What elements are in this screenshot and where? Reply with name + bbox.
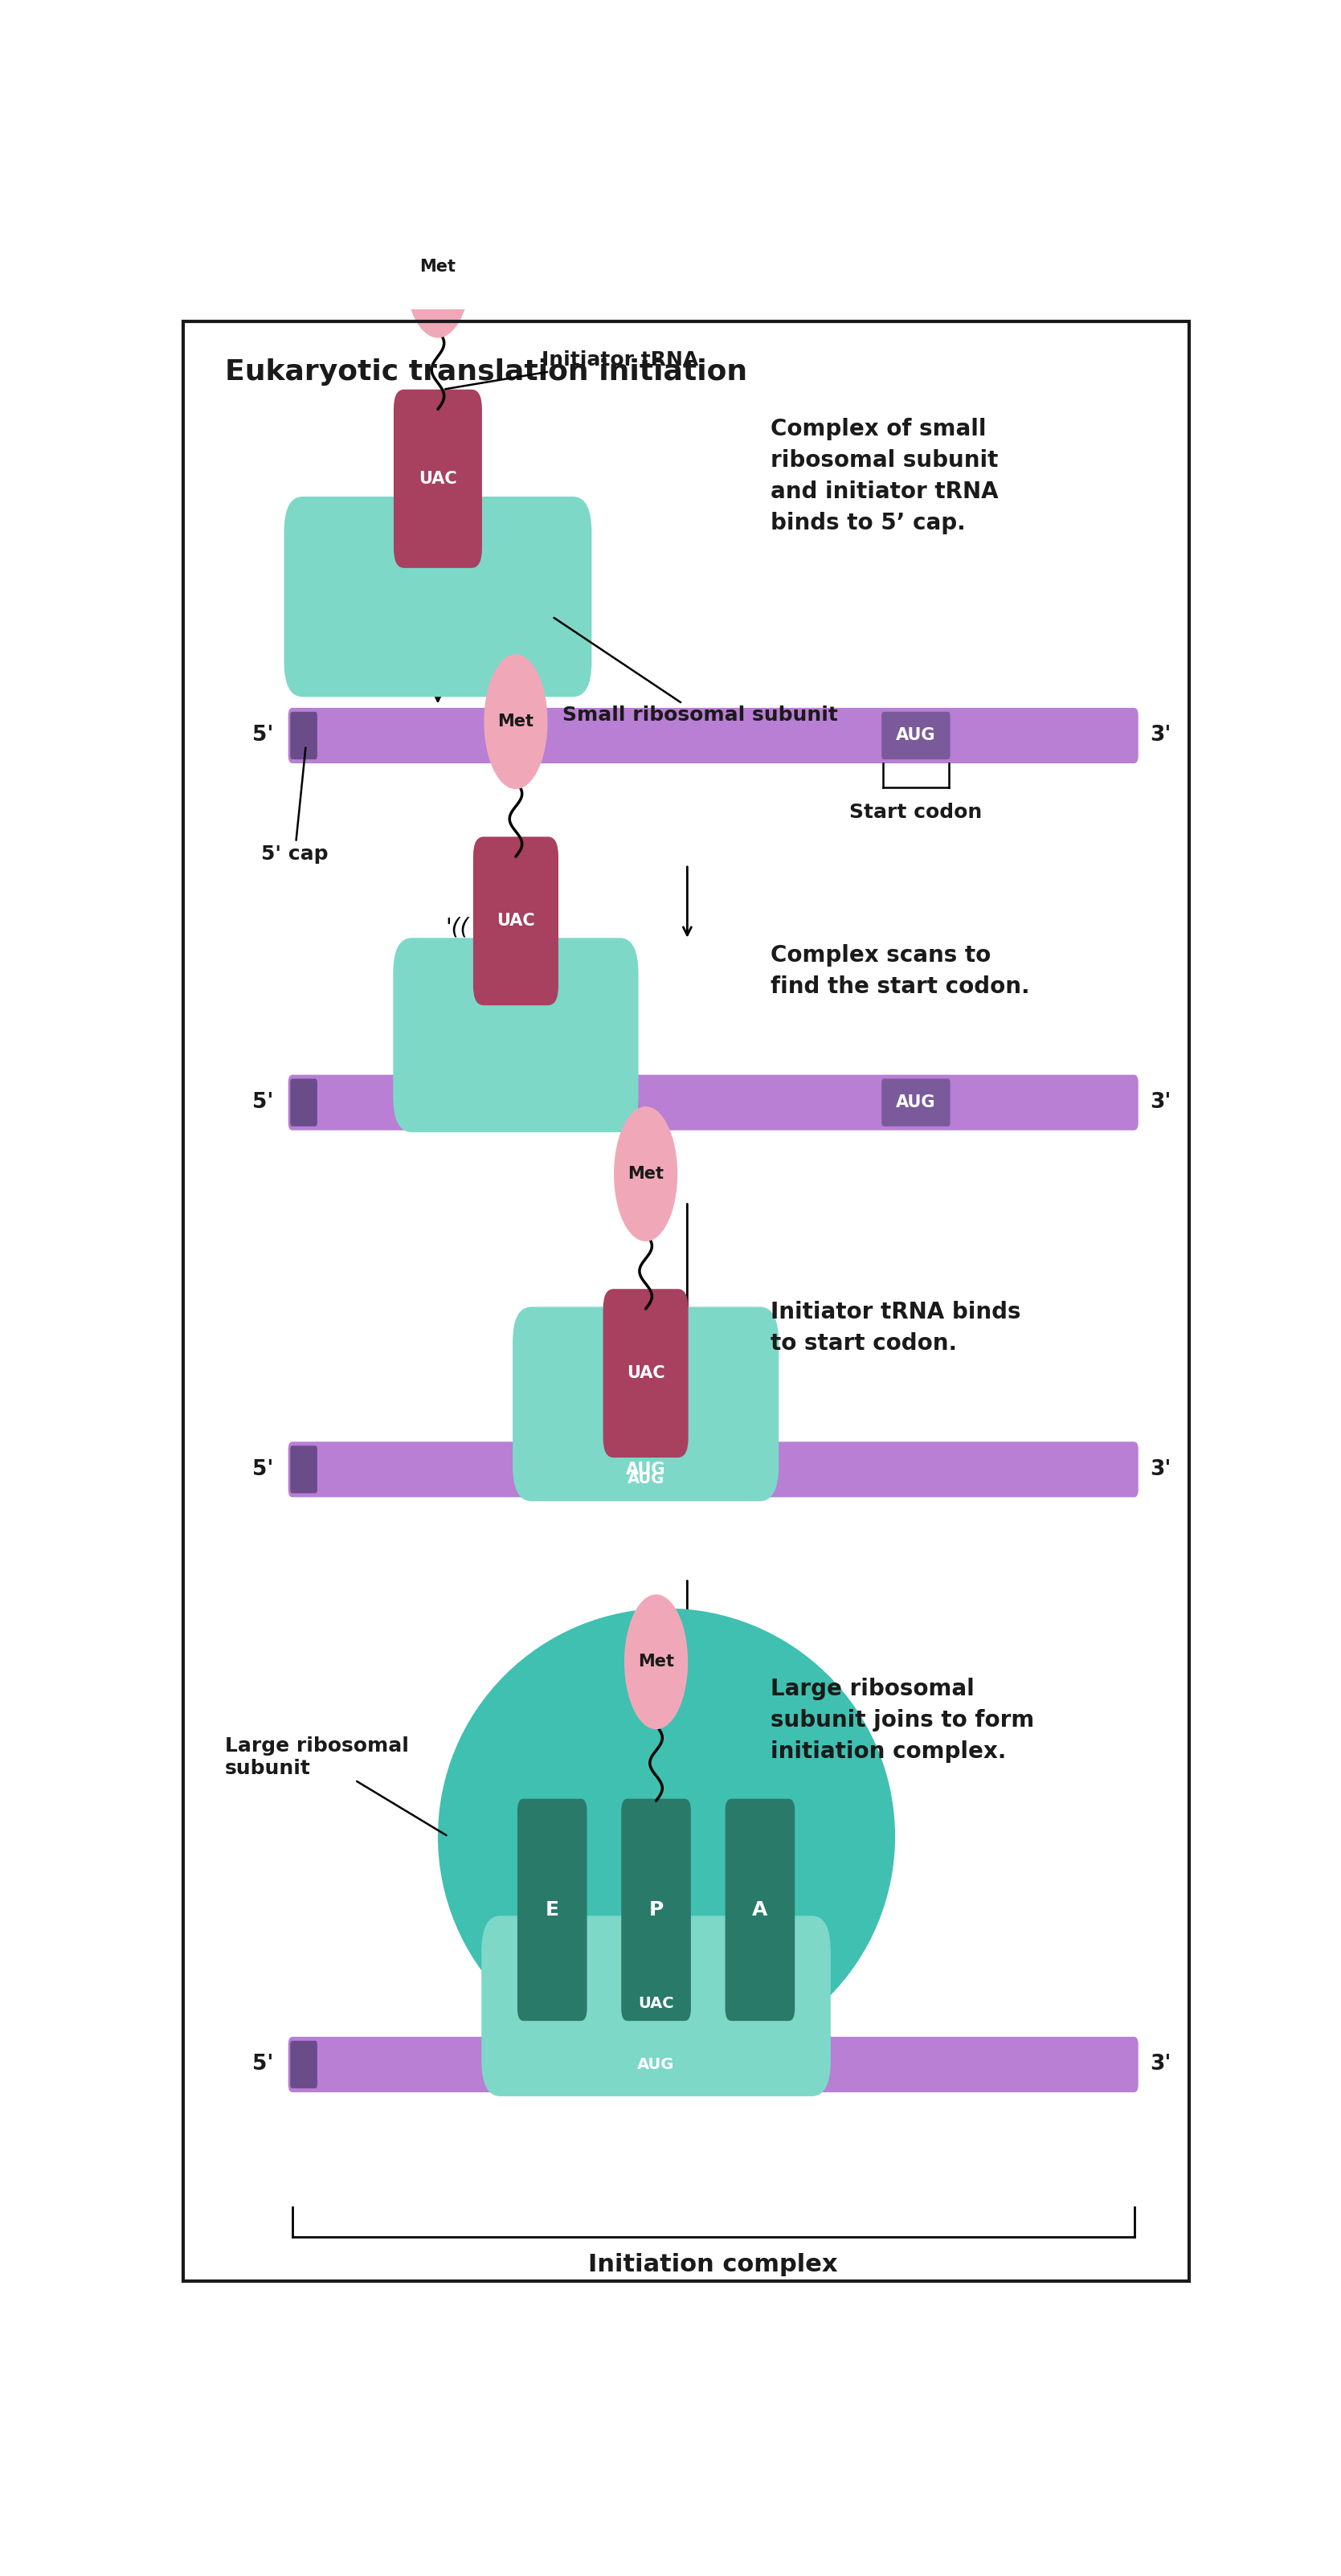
FancyBboxPatch shape [288, 708, 1139, 762]
FancyBboxPatch shape [290, 1445, 318, 1494]
Text: Initiator tRNA: Initiator tRNA [445, 350, 699, 389]
Ellipse shape [404, 196, 472, 337]
Text: Met: Met [628, 1167, 664, 1182]
FancyBboxPatch shape [288, 1443, 1139, 1497]
FancyBboxPatch shape [290, 711, 318, 760]
Ellipse shape [484, 654, 547, 788]
Text: Small ribosomal subunit: Small ribosomal subunit [554, 618, 838, 724]
Text: 5': 5' [252, 1458, 274, 1481]
FancyBboxPatch shape [518, 1798, 587, 2022]
Text: AUG: AUG [636, 2056, 676, 2074]
Text: Large ribosomal
subunit: Large ribosomal subunit [225, 1736, 447, 1834]
FancyBboxPatch shape [481, 1917, 830, 2097]
FancyBboxPatch shape [725, 1798, 795, 2022]
Text: Met: Met [638, 1654, 675, 1669]
FancyBboxPatch shape [393, 938, 638, 1133]
Text: Eukaryotic translation initiation: Eukaryotic translation initiation [225, 358, 747, 386]
Text: UAC: UAC [626, 1365, 665, 1381]
Ellipse shape [437, 1607, 896, 2063]
FancyBboxPatch shape [284, 497, 591, 698]
FancyBboxPatch shape [881, 1079, 951, 1126]
Text: AUG: AUG [896, 726, 936, 744]
Text: UAC: UAC [638, 1996, 675, 2012]
Text: AUG: AUG [896, 1095, 936, 1110]
Text: AUG: AUG [626, 1461, 665, 1479]
Text: A: A [752, 1901, 768, 1919]
Text: AUG: AUG [628, 1471, 664, 1486]
Text: E: E [546, 1901, 559, 1919]
Text: Initiator tRNA binds
to start codon.: Initiator tRNA binds to start codon. [770, 1301, 1021, 1355]
Text: 5' cap: 5' cap [261, 747, 329, 863]
FancyBboxPatch shape [394, 389, 481, 567]
FancyBboxPatch shape [622, 2040, 691, 2089]
Text: 3': 3' [1149, 724, 1171, 747]
FancyBboxPatch shape [611, 1445, 680, 1494]
Text: Large ribosomal
subunit joins to form
initiation complex.: Large ribosomal subunit joins to form in… [770, 1677, 1034, 1762]
Text: '((: '(( [445, 917, 469, 938]
Text: 5': 5' [252, 724, 274, 747]
FancyBboxPatch shape [603, 1288, 688, 1458]
Text: Complex scans to
find the start codon.: Complex scans to find the start codon. [770, 943, 1030, 997]
Text: AUG: AUG [626, 1461, 665, 1479]
Text: UAC: UAC [496, 912, 535, 930]
Text: 5': 5' [252, 2053, 274, 2076]
FancyBboxPatch shape [288, 1074, 1139, 1131]
Text: 5': 5' [252, 1092, 274, 1113]
Text: 3': 3' [1149, 1092, 1171, 1113]
Text: Met: Met [498, 714, 534, 729]
Text: Initiation complex: Initiation complex [589, 2254, 838, 2277]
FancyBboxPatch shape [290, 1079, 318, 1126]
Ellipse shape [614, 1108, 677, 1242]
Text: AUG: AUG [637, 2056, 675, 2071]
FancyBboxPatch shape [473, 837, 558, 1005]
Text: Met: Met [420, 258, 456, 276]
Text: UAC: UAC [418, 471, 457, 487]
FancyBboxPatch shape [288, 2038, 1139, 2092]
FancyBboxPatch shape [290, 2040, 318, 2089]
FancyBboxPatch shape [512, 1306, 779, 1502]
Text: Complex of small
ribosomal subunit
and initiator tRNA
binds to 5’ cap.: Complex of small ribosomal subunit and i… [770, 417, 998, 536]
Ellipse shape [625, 1595, 688, 1728]
Text: Start codon: Start codon [849, 804, 983, 822]
Text: P: P [649, 1901, 664, 1919]
Text: 3': 3' [1149, 1458, 1171, 1481]
Text: 3': 3' [1149, 2053, 1171, 2076]
FancyBboxPatch shape [621, 1798, 691, 2022]
FancyBboxPatch shape [881, 711, 951, 760]
